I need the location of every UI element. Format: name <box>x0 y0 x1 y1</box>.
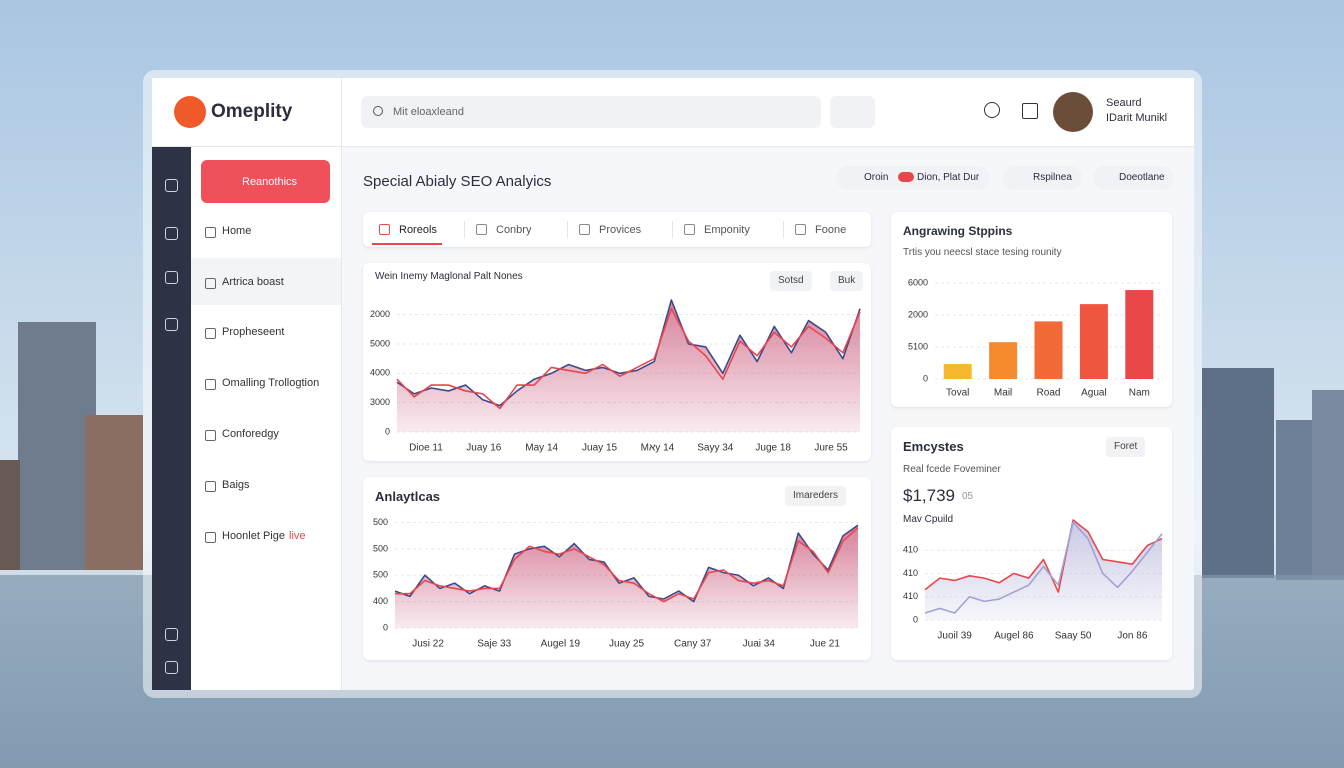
tab-icon <box>579 224 590 235</box>
tab-divider <box>783 221 784 238</box>
nav-active-bg <box>191 258 341 305</box>
page-title: Special Abialy SEO Analyics <box>363 173 552 190</box>
nav-item[interactable]: Home <box>222 225 252 237</box>
tab[interactable]: Roreols <box>399 224 437 236</box>
nav-icon <box>205 278 216 289</box>
user-name: Seaurd <box>1106 97 1142 109</box>
rail-icon[interactable] <box>165 628 178 641</box>
card <box>891 212 1172 407</box>
amount-suffix: 05 <box>962 491 974 502</box>
tab-bar <box>363 212 871 247</box>
card-title: Emcystes <box>903 439 964 454</box>
nav-item[interactable]: Hoonlet Pige <box>222 530 285 542</box>
tab-underline <box>372 243 442 245</box>
live-badge: live <box>289 530 306 542</box>
edit-icon[interactable] <box>1022 103 1038 119</box>
card-button[interactable]: Foret <box>1106 437 1146 457</box>
sidebar-button[interactable] <box>201 160 330 203</box>
nav-item[interactable]: Propheseent <box>222 326 285 338</box>
rail-icon[interactable] <box>165 661 178 674</box>
card-title: Anlaytlcas <box>375 489 441 504</box>
tab-icon <box>379 224 390 235</box>
tab-icon <box>795 224 806 235</box>
nav-item[interactable]: Baigs <box>222 479 250 491</box>
nav-item[interactable]: Artrica boast <box>222 276 284 288</box>
tab[interactable]: Foone <box>815 224 847 236</box>
nav-item[interactable]: Omalling Trollogtion <box>222 377 320 389</box>
nav-item[interactable]: Conforedgy <box>222 428 279 440</box>
tab[interactable]: Emponity <box>704 224 750 236</box>
card-title: Angrawing Stppins <box>903 224 1013 238</box>
search-box[interactable] <box>361 96 821 128</box>
nav-icon <box>205 379 216 390</box>
tab[interactable]: Provices <box>599 224 642 236</box>
chip-label: Dion, Plat Dur <box>917 172 980 183</box>
card-button[interactable]: Imareders <box>785 486 847 506</box>
chip-label: Rspilnea <box>1033 172 1072 183</box>
rail-icon[interactable] <box>165 227 178 240</box>
logo: Omeplity <box>211 101 293 122</box>
nav-icon <box>205 430 216 441</box>
rail-icon[interactable] <box>165 179 178 192</box>
nav-icon <box>205 227 216 238</box>
icon-rail <box>152 147 191 690</box>
tab-icon <box>476 224 487 235</box>
card-subtitle: Trtis you neecsl stace tesing rounity <box>903 247 1062 258</box>
search-icon <box>373 106 383 116</box>
search-placeholder: Mit eloaxleand <box>393 106 464 118</box>
chip[interactable] <box>1093 166 1174 190</box>
tab-divider <box>567 221 568 238</box>
divider <box>341 78 342 690</box>
card-title: Wein Inemy Maglonal Palt Nones <box>375 271 523 282</box>
nav-icon <box>205 328 216 339</box>
card-button[interactable]: Sotsd <box>770 271 812 291</box>
logo-icon <box>174 96 206 128</box>
nav-icon <box>205 481 216 492</box>
rail-icon[interactable] <box>165 318 178 331</box>
amount: $1,739 <box>903 486 955 505</box>
chip-label: Doeotlane <box>1119 172 1165 183</box>
chip-dot <box>898 172 914 182</box>
caption: Mav Cpuild <box>903 514 954 525</box>
chip[interactable] <box>1003 166 1082 190</box>
user-role: IDarit Munikl <box>1106 112 1168 124</box>
sidebar-button-label: Reanothics <box>242 176 298 188</box>
card-button[interactable]: Buk <box>830 271 864 291</box>
nav-icon <box>205 532 216 543</box>
card-subtitle: Real fcede Foveminer <box>903 464 1001 475</box>
tab-icon <box>684 224 695 235</box>
rail-icon[interactable] <box>165 271 178 284</box>
profile-icon[interactable] <box>984 102 1000 118</box>
chip-label: Oroin <box>864 172 889 183</box>
sidebar <box>191 147 341 690</box>
tab-divider <box>672 221 673 238</box>
search-button[interactable] <box>830 96 875 128</box>
avatar[interactable] <box>1053 92 1093 132</box>
tab[interactable]: Conbry <box>496 224 532 236</box>
tab-divider <box>464 221 465 238</box>
card <box>363 263 871 461</box>
card <box>891 427 1172 660</box>
